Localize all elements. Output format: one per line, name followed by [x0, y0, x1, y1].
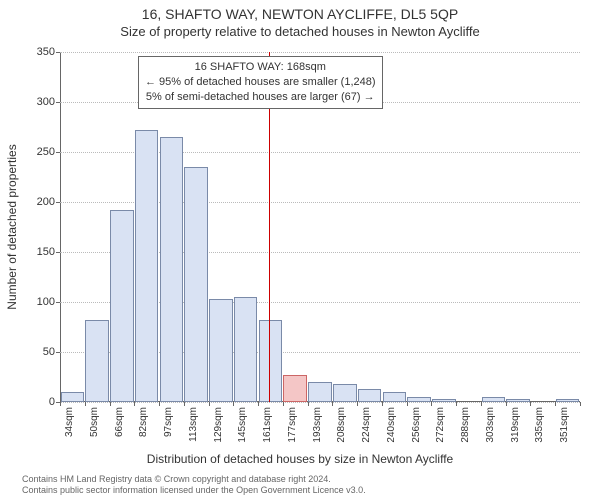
- x-tick-mark: [431, 402, 432, 406]
- x-tick-label: 256sqm: [411, 407, 423, 457]
- y-axis-label: Number of detached properties: [5, 144, 19, 309]
- x-tick-label: 113sqm: [188, 407, 200, 457]
- x-tick-label: 161sqm: [262, 407, 274, 457]
- histogram-bar: [333, 384, 357, 402]
- x-tick-label: 335sqm: [534, 407, 546, 457]
- y-tick-mark: [56, 52, 60, 53]
- x-tick-label: 82sqm: [138, 407, 150, 457]
- histogram-bar: [506, 399, 530, 402]
- y-axis-line: [60, 52, 61, 402]
- x-tick-mark: [332, 402, 333, 406]
- x-tick-label: 240sqm: [386, 407, 398, 457]
- footer-line1: Contains HM Land Registry data © Crown c…: [22, 474, 366, 485]
- x-tick-mark: [530, 402, 531, 406]
- y-tick-mark: [56, 252, 60, 253]
- gridline: [60, 52, 580, 53]
- x-tick-mark: [85, 402, 86, 406]
- x-tick-mark: [184, 402, 185, 406]
- x-tick-label: 193sqm: [312, 407, 324, 457]
- histogram-bar: [358, 389, 382, 402]
- annotation-line2: ← 95% of detached houses are smaller (1,…: [145, 75, 376, 90]
- x-tick-mark: [357, 402, 358, 406]
- histogram-bar: [556, 399, 580, 402]
- histogram-bar: [432, 399, 456, 402]
- annotation-line3: 5% of semi-detached houses are larger (6…: [145, 90, 376, 105]
- y-tick-mark: [56, 152, 60, 153]
- histogram-bar: [184, 167, 208, 402]
- x-tick-label: 34sqm: [64, 407, 76, 457]
- x-tick-label: 97sqm: [163, 407, 175, 457]
- x-tick-label: 288sqm: [460, 407, 472, 457]
- x-tick-mark: [481, 402, 482, 406]
- footer-attribution: Contains HM Land Registry data © Crown c…: [22, 474, 366, 497]
- histogram-bar: [482, 397, 506, 402]
- x-tick-mark: [456, 402, 457, 406]
- x-tick-mark: [134, 402, 135, 406]
- gridline: [60, 402, 580, 403]
- x-tick-label: 303sqm: [485, 407, 497, 457]
- histogram-bar: [308, 382, 332, 402]
- x-tick-mark: [555, 402, 556, 406]
- x-tick-label: 351sqm: [559, 407, 571, 457]
- x-tick-label: 319sqm: [510, 407, 522, 457]
- histogram-bar: [61, 392, 85, 402]
- y-tick-mark: [56, 352, 60, 353]
- chart-title-line1: 16, SHAFTO WAY, NEWTON AYCLIFFE, DL5 5QP: [0, 6, 600, 22]
- histogram-bar: [234, 297, 258, 402]
- x-tick-label: 272sqm: [435, 407, 447, 457]
- x-tick-label: 177sqm: [287, 407, 299, 457]
- x-axis-label: Distribution of detached houses by size …: [0, 452, 600, 466]
- x-tick-mark: [159, 402, 160, 406]
- x-tick-label: 208sqm: [336, 407, 348, 457]
- x-tick-label: 224sqm: [361, 407, 373, 457]
- y-tick-label: 350: [15, 46, 55, 58]
- y-tick-label: 50: [15, 346, 55, 358]
- histogram-bar: [110, 210, 134, 402]
- x-tick-mark: [407, 402, 408, 406]
- histogram-bar: [407, 397, 431, 402]
- x-tick-mark: [382, 402, 383, 406]
- annotation-box: 16 SHAFTO WAY: 168sqm← 95% of detached h…: [138, 56, 383, 109]
- y-tick-label: 250: [15, 146, 55, 158]
- y-tick-label: 0: [15, 396, 55, 408]
- x-tick-label: 129sqm: [213, 407, 225, 457]
- plot-area: 05010015020025030035034sqm50sqm66sqm82sq…: [60, 52, 580, 402]
- x-tick-label: 50sqm: [89, 407, 101, 457]
- histogram-bar: [209, 299, 233, 402]
- x-tick-label: 66sqm: [114, 407, 126, 457]
- x-tick-label: 145sqm: [237, 407, 249, 457]
- x-tick-mark: [308, 402, 309, 406]
- chart-title-line2: Size of property relative to detached ho…: [0, 24, 600, 39]
- x-tick-mark: [283, 402, 284, 406]
- histogram-bar: [259, 320, 283, 402]
- histogram-bar: [135, 130, 159, 402]
- histogram-bar: [85, 320, 109, 402]
- y-tick-mark: [56, 102, 60, 103]
- x-tick-mark: [60, 402, 61, 406]
- histogram-bar-highlight: [283, 375, 307, 402]
- histogram-bar: [383, 392, 407, 402]
- x-tick-mark: [209, 402, 210, 406]
- y-tick-label: 100: [15, 296, 55, 308]
- x-tick-mark: [580, 402, 581, 406]
- x-tick-mark: [506, 402, 507, 406]
- footer-line2: Contains public sector information licen…: [22, 485, 366, 496]
- chart-container: 16, SHAFTO WAY, NEWTON AYCLIFFE, DL5 5QP…: [0, 0, 600, 500]
- y-tick-label: 300: [15, 96, 55, 108]
- y-tick-label: 150: [15, 246, 55, 258]
- x-tick-mark: [258, 402, 259, 406]
- histogram-bar: [160, 137, 184, 402]
- x-tick-mark: [233, 402, 234, 406]
- y-tick-mark: [56, 202, 60, 203]
- annotation-line1: 16 SHAFTO WAY: 168sqm: [145, 60, 376, 75]
- y-tick-mark: [56, 302, 60, 303]
- y-tick-label: 200: [15, 196, 55, 208]
- x-tick-mark: [110, 402, 111, 406]
